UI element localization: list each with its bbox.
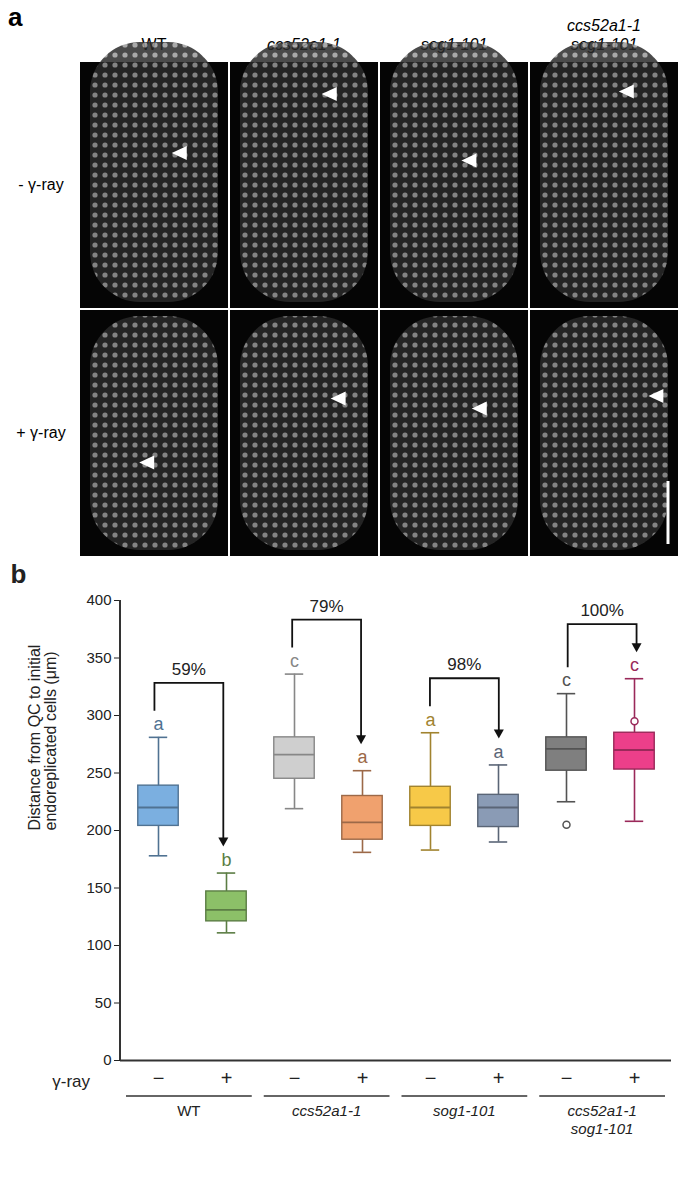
svg-text:−: − <box>425 1067 437 1089</box>
svg-text:59%: 59% <box>172 660 206 679</box>
svg-text:a: a <box>153 714 164 734</box>
svg-text:+: + <box>221 1067 233 1089</box>
svg-text:+: + <box>357 1067 369 1089</box>
svg-text:a: a <box>8 2 23 32</box>
svg-text:100%: 100% <box>580 601 623 620</box>
svg-text:79%: 79% <box>310 597 344 616</box>
svg-text:sog1-101: sog1-101 <box>433 1102 496 1119</box>
svg-text:350: 350 <box>86 649 111 666</box>
svg-text:150: 150 <box>86 879 111 896</box>
svg-text:400: 400 <box>86 591 111 608</box>
svg-text:200: 200 <box>86 821 111 838</box>
svg-text:c: c <box>630 655 639 675</box>
svg-text:a: a <box>493 742 504 762</box>
svg-text:−: − <box>289 1067 301 1089</box>
svg-text:50: 50 <box>95 994 112 1011</box>
svg-text:+: + <box>629 1067 641 1089</box>
svg-text:γ-ray: γ-ray <box>52 1072 90 1091</box>
svg-text:a: a <box>425 710 436 730</box>
svg-text:- γ-ray: - γ-ray <box>18 176 63 193</box>
svg-text:+ γ-ray: + γ-ray <box>16 424 65 441</box>
svg-text:Distance from QC to initialend: Distance from QC to initialendoreplicate… <box>26 645 59 831</box>
svg-text:b: b <box>11 560 27 589</box>
svg-text:0: 0 <box>103 1051 111 1068</box>
svg-text:b: b <box>221 850 231 870</box>
svg-text:sog1-101: sog1-101 <box>571 1120 634 1137</box>
svg-text:−: − <box>153 1067 165 1089</box>
svg-text:300: 300 <box>86 706 111 723</box>
svg-text:c: c <box>562 670 571 690</box>
svg-text:250: 250 <box>86 764 111 781</box>
svg-text:ccs52a1-1: ccs52a1-1 <box>292 1102 361 1119</box>
svg-text:ccs52a1-1: ccs52a1-1 <box>567 17 641 34</box>
svg-text:−: − <box>561 1067 573 1089</box>
svg-text:a: a <box>357 747 368 767</box>
svg-text:WT: WT <box>177 1102 200 1119</box>
svg-text:+: + <box>493 1067 505 1089</box>
svg-text:c: c <box>290 651 299 671</box>
svg-text:ccs52a1-1: ccs52a1-1 <box>568 1102 637 1119</box>
svg-text:98%: 98% <box>447 655 481 674</box>
svg-text:100: 100 <box>86 936 111 953</box>
